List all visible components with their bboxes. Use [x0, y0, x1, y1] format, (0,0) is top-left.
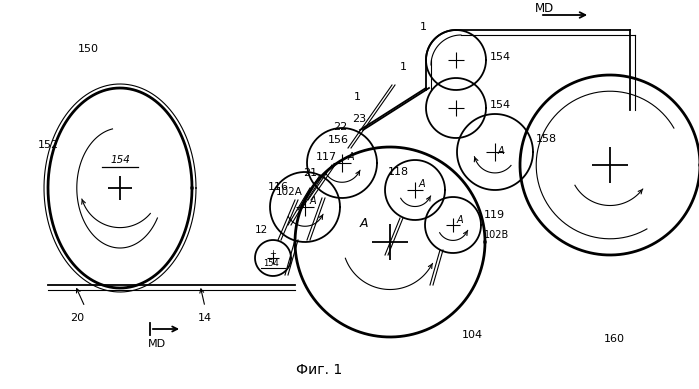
Text: 1: 1 — [354, 92, 361, 102]
Text: 12: 12 — [255, 225, 268, 235]
Text: 156: 156 — [328, 135, 349, 145]
Text: 102A: 102A — [276, 187, 303, 197]
Text: 154: 154 — [263, 259, 279, 268]
Text: MD: MD — [535, 2, 554, 15]
Text: A: A — [498, 146, 505, 156]
Text: A: A — [457, 215, 463, 225]
Text: 154: 154 — [490, 52, 511, 62]
Text: +: + — [270, 249, 276, 258]
Text: 14: 14 — [198, 313, 212, 323]
Text: 1: 1 — [400, 62, 407, 72]
Text: MD: MD — [148, 339, 166, 349]
Text: 160: 160 — [603, 334, 624, 344]
Text: A: A — [348, 152, 354, 162]
Text: Фиг. 1: Фиг. 1 — [296, 363, 342, 377]
Text: 21: 21 — [303, 168, 317, 178]
Text: 117: 117 — [316, 152, 337, 162]
Text: 119: 119 — [484, 210, 505, 220]
Text: 104: 104 — [462, 330, 483, 340]
Text: A: A — [360, 217, 368, 230]
Text: 150: 150 — [78, 44, 99, 54]
Text: 23: 23 — [352, 114, 366, 124]
Text: 20: 20 — [70, 313, 84, 323]
Text: A: A — [419, 179, 426, 189]
Text: 154: 154 — [110, 155, 130, 165]
Text: 22: 22 — [333, 122, 347, 132]
Text: 154: 154 — [490, 100, 511, 110]
Text: 152: 152 — [38, 140, 59, 150]
Text: A: A — [310, 196, 317, 206]
Text: 158: 158 — [536, 134, 557, 144]
Text: 116: 116 — [268, 182, 289, 192]
Text: 102B: 102B — [484, 230, 510, 240]
Text: 118: 118 — [388, 167, 409, 177]
Text: 1: 1 — [420, 22, 427, 32]
